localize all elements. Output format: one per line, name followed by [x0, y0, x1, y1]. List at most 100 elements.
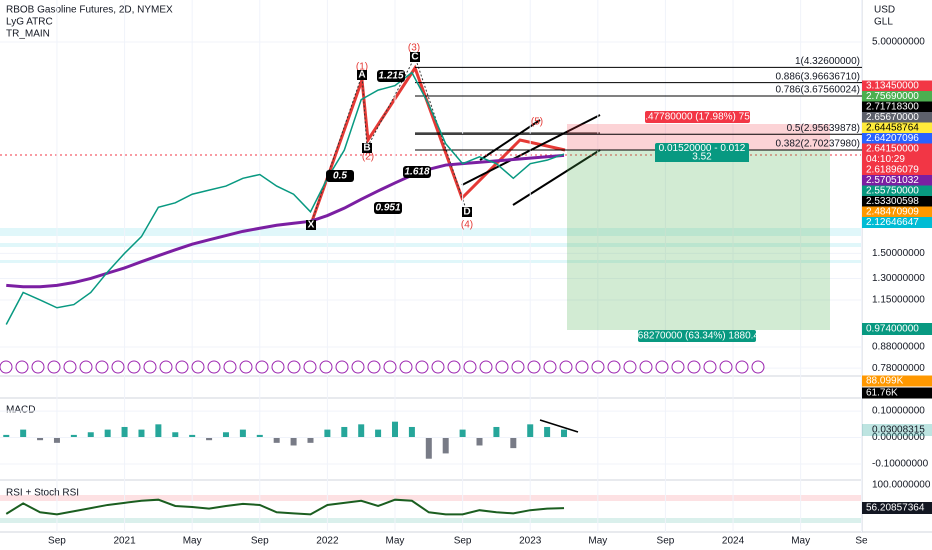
band — [0, 243, 862, 247]
band — [0, 260, 862, 263]
price-label: 2.48470909 — [866, 207, 919, 218]
event-icon — [543, 360, 557, 374]
price-label-box — [862, 175, 932, 186]
chart-title: RBOB Gasoline Futures, 2D, NYMEX — [6, 5, 173, 16]
point-box — [306, 220, 316, 230]
entry-label: 0.01520000 - 0.012 — [659, 143, 746, 154]
rsi-oversold — [0, 518, 862, 523]
point-box — [462, 207, 472, 217]
macd-bar — [375, 429, 382, 438]
event-icon — [687, 360, 701, 374]
price-label: 2.64458764 — [866, 123, 919, 134]
ratio-label: 1.618 — [404, 167, 429, 178]
macd-bar — [3, 434, 10, 438]
y-tick-label: 1.30000000 — [872, 273, 925, 284]
wave-label: (1) — [356, 62, 368, 73]
event-icon — [207, 360, 221, 374]
macd-bar — [104, 429, 111, 438]
macd-bar — [273, 437, 280, 443]
macd-bar — [222, 432, 229, 438]
price-label-box — [862, 206, 932, 218]
y-tick-label: 5.00000000 — [872, 37, 925, 48]
y-tick-label: 0.78000000 — [872, 363, 925, 374]
ratio-label: 1.215 — [378, 71, 403, 82]
event-icon — [351, 360, 365, 374]
x-tick-label: 2024 — [722, 536, 745, 547]
ratio-box — [326, 170, 354, 182]
channel-line — [512, 149, 601, 206]
price-label: 04:10:29 — [866, 154, 905, 165]
event-icon — [607, 360, 621, 374]
entry-label: 3.52 — [692, 152, 712, 163]
target-label-box — [645, 111, 750, 123]
stop-label-box — [638, 330, 756, 342]
macd-bar — [256, 434, 263, 438]
macd-tick-label: 0.00000000 — [872, 432, 925, 443]
macd-bar — [544, 426, 551, 438]
macd-bar — [87, 432, 94, 438]
price-label: 2.57051032 — [866, 175, 919, 186]
price-label-box — [862, 217, 932, 228]
macd-bar — [341, 426, 348, 438]
macd-tick-label: 0.10000000 — [872, 406, 925, 417]
x-tick-label: Sep — [657, 536, 675, 547]
event-icon — [591, 360, 605, 374]
event-icon — [255, 360, 269, 374]
x-tick-label: 2023 — [519, 536, 542, 547]
ratio-box — [374, 202, 402, 214]
macd-bar — [70, 434, 77, 438]
event-icon — [303, 360, 317, 374]
macd-bar — [172, 432, 179, 438]
price-label: 2.64150000 — [866, 144, 919, 155]
event-icon — [143, 360, 157, 374]
macd-bar — [290, 437, 297, 446]
macd-bar — [561, 429, 568, 438]
event-icon — [399, 360, 413, 374]
fib-label: 0.5(2.95639878) — [787, 123, 860, 134]
event-icon — [271, 360, 285, 374]
event-icon — [175, 360, 189, 374]
rsi-title: RSI + Stoch RSI — [6, 488, 79, 499]
event-icon — [79, 360, 93, 374]
currency: USD — [874, 5, 895, 16]
indicator-label: LyG ATRC — [6, 17, 53, 28]
event-icon — [751, 360, 765, 374]
x-tick-label: Sep — [454, 536, 472, 547]
event-icon — [335, 360, 349, 374]
ratio-label: 0.951 — [375, 203, 400, 214]
x-tick-label: Sep — [48, 536, 66, 547]
price-label-box — [862, 164, 932, 176]
volume-label: 88.099K — [866, 376, 904, 387]
event-icon — [0, 360, 13, 374]
price-label: 3.13450000 — [866, 81, 919, 92]
macd-bar — [155, 424, 162, 438]
macd-bar — [476, 437, 483, 446]
event-icon — [671, 360, 685, 374]
event-icon — [415, 360, 429, 374]
entry-box — [655, 152, 749, 162]
point-label: B — [363, 143, 370, 154]
stop-price-box — [862, 323, 932, 335]
price-label: 2.12646647 — [866, 217, 919, 228]
event-icon — [367, 360, 381, 374]
point-box — [410, 52, 420, 62]
point-label: X — [308, 220, 315, 231]
event-icon — [655, 360, 669, 374]
entry-label-box — [655, 143, 749, 154]
point-label: C — [411, 52, 418, 63]
price-label-box — [862, 80, 932, 92]
event-icon — [719, 360, 733, 374]
macd-bar — [138, 429, 145, 438]
x-tick-label: 2022 — [316, 536, 339, 547]
macd-bar — [37, 437, 44, 441]
macd-current: 0.03008315 — [872, 425, 925, 436]
point-label: D — [463, 207, 470, 218]
x-tick-label: 2021 — [113, 536, 136, 547]
rsi-current: 56.20857364 — [866, 503, 925, 514]
price-label-box — [862, 143, 932, 155]
macd-bar — [408, 426, 415, 438]
macd-tick-label: -0.10000000 — [872, 459, 929, 470]
macd-bar — [391, 421, 398, 438]
point-box — [362, 143, 372, 153]
